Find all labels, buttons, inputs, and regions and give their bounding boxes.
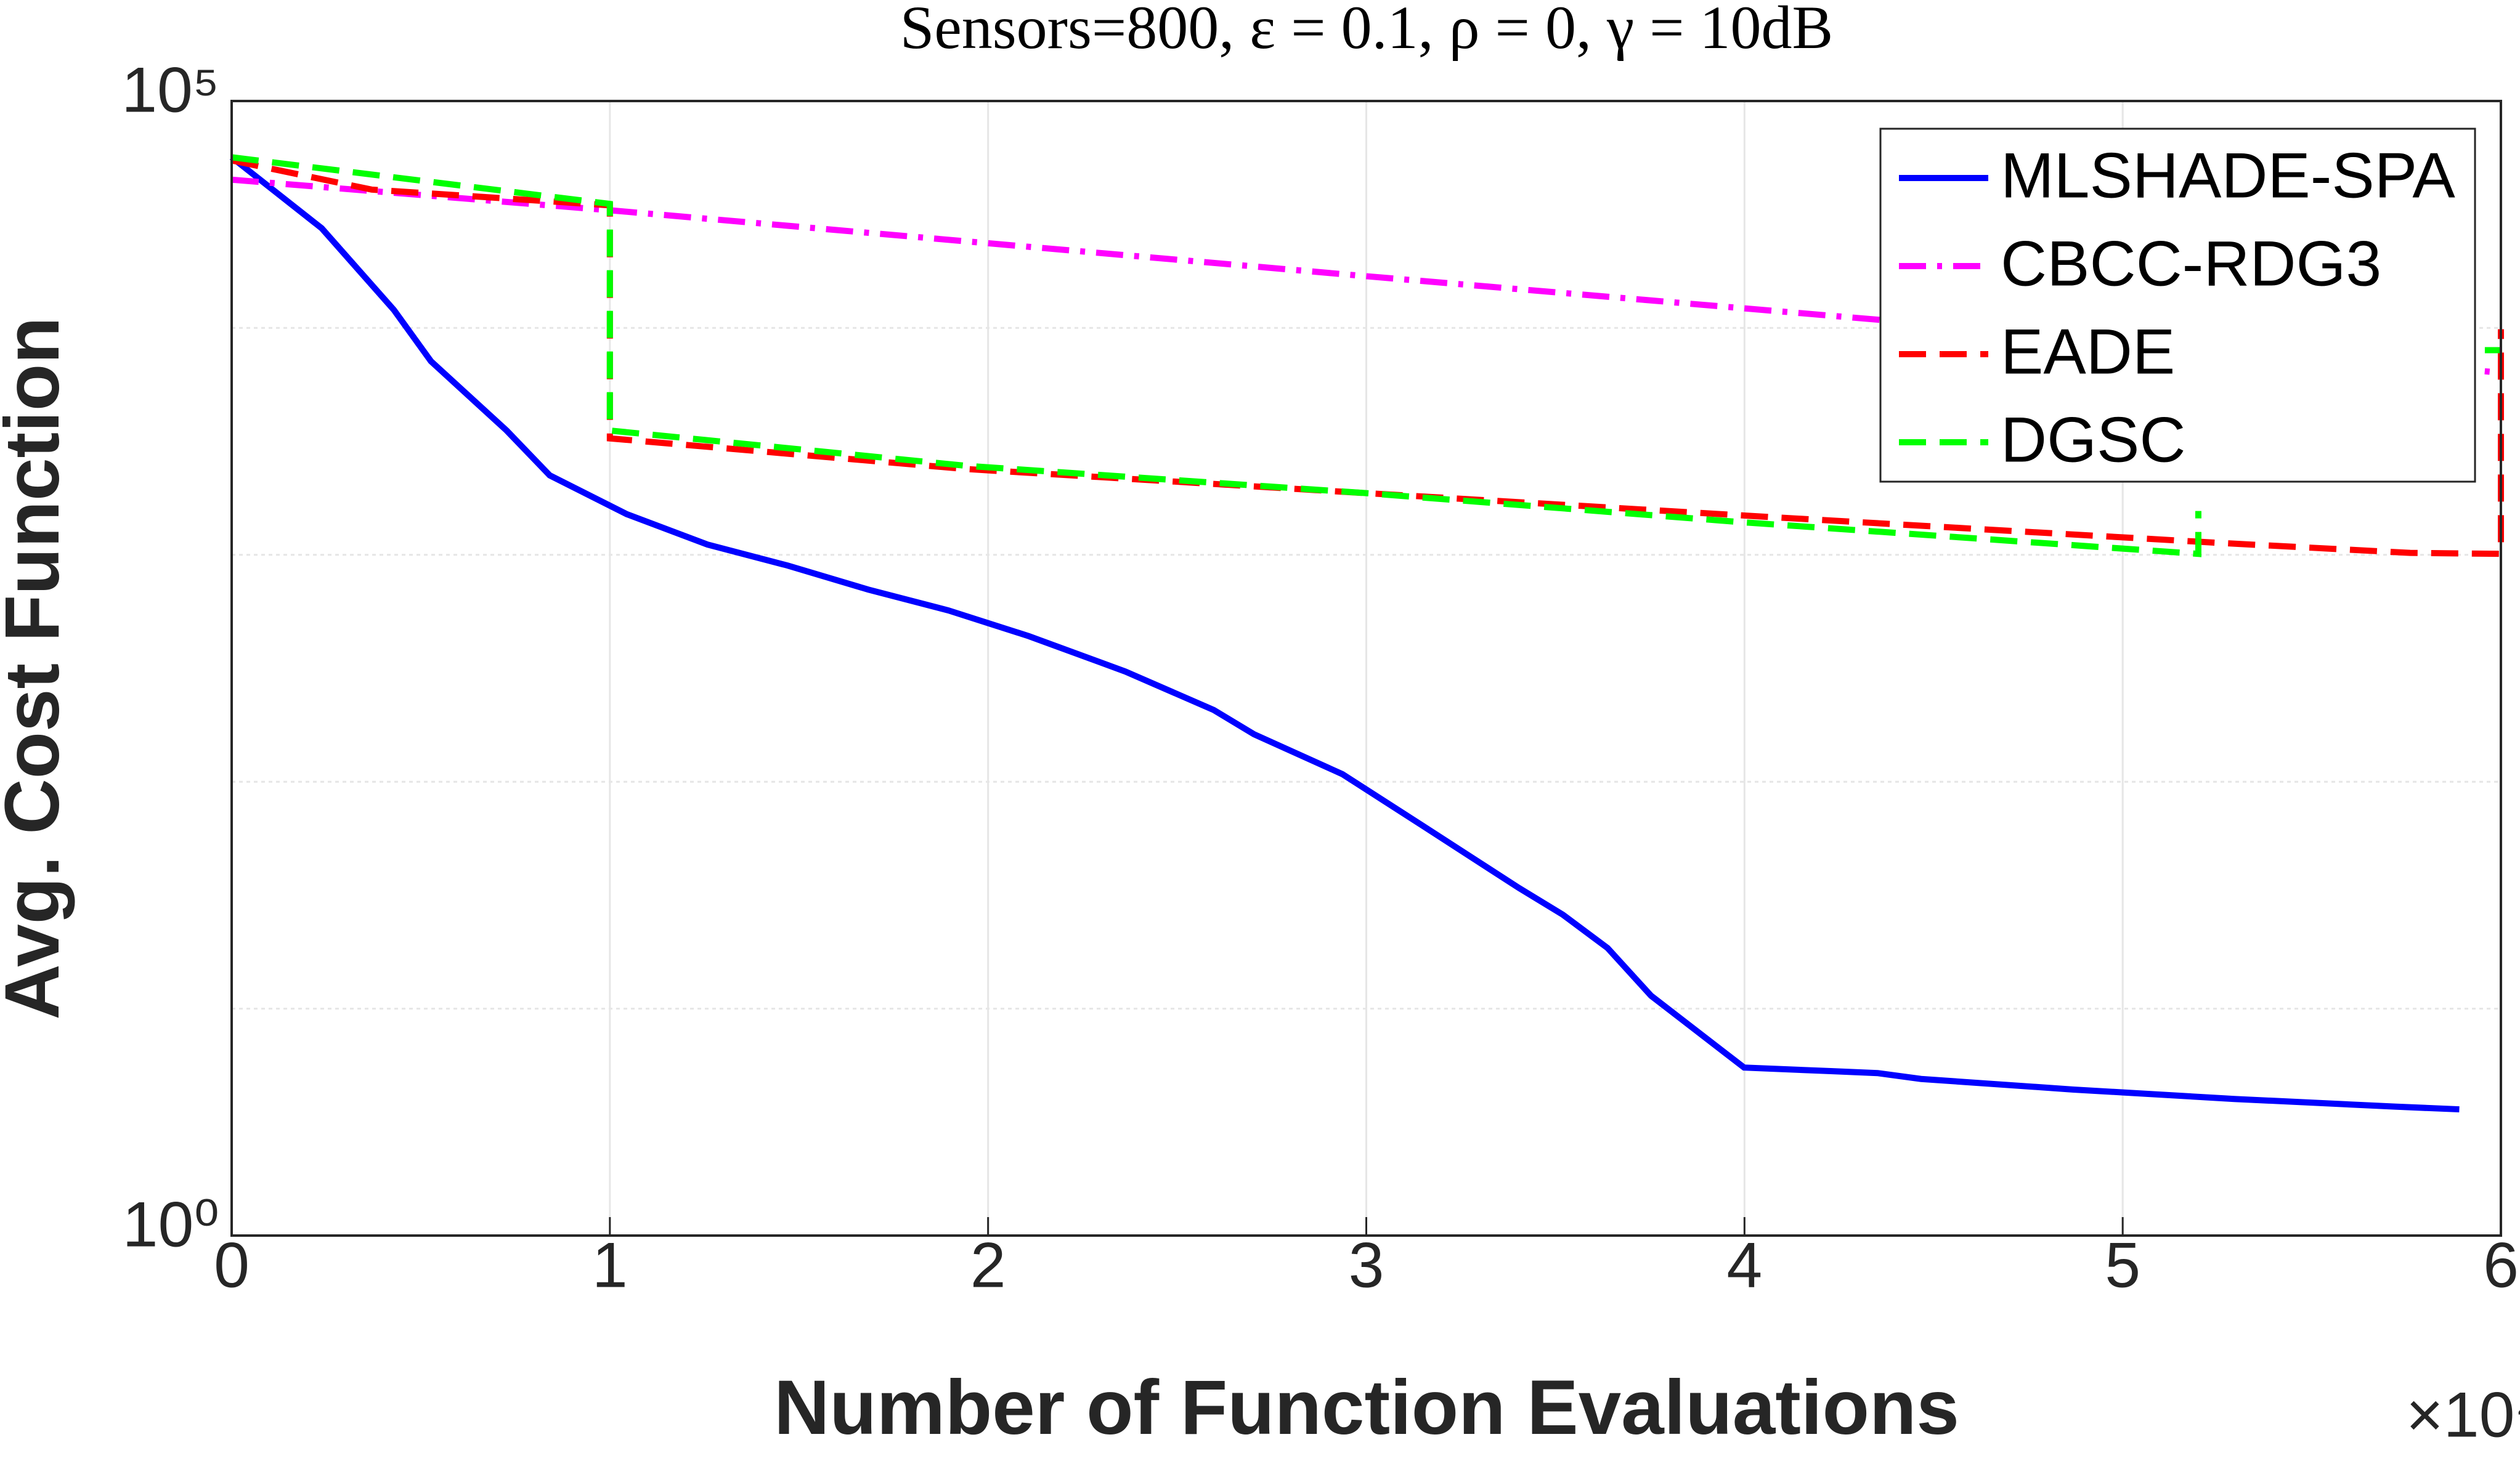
x-tick-label: 0: [214, 1229, 250, 1301]
x-tick-label: 2: [970, 1229, 1006, 1301]
x-scale-label: ×10⁴: [2406, 1379, 2520, 1451]
legend-label: CBCC-RDG3: [2001, 228, 2381, 299]
x-tick-label: 4: [1726, 1229, 1762, 1301]
chart-title: Sensors=800, ε = 0.1, ρ = 0, γ = 10dB: [900, 0, 1834, 62]
y-tick-label: 10⁰: [123, 1189, 219, 1260]
legend-box: [1879, 127, 2476, 483]
series-line: [231, 176, 2502, 376]
y-tick-label: 10⁵: [121, 54, 219, 126]
x-tick-label: 6: [2483, 1229, 2519, 1301]
legend-label: DGSC: [2001, 404, 2185, 476]
legend-label: MLSHADE-SPA: [2001, 140, 2455, 211]
legend-label: EADE: [2001, 316, 2175, 387]
x-tick-label: 5: [2105, 1229, 2140, 1301]
x-axis-label: Number of Function Evaluations: [774, 1365, 1959, 1451]
series-line: [229, 155, 2460, 1113]
x-tick-label: 3: [1349, 1229, 1384, 1301]
series-line: [230, 157, 2504, 557]
y-axis-label: Avg. Cost Function: [0, 317, 75, 1019]
plot-frame: [230, 100, 2502, 1237]
x-tick-label: 1: [592, 1229, 628, 1301]
